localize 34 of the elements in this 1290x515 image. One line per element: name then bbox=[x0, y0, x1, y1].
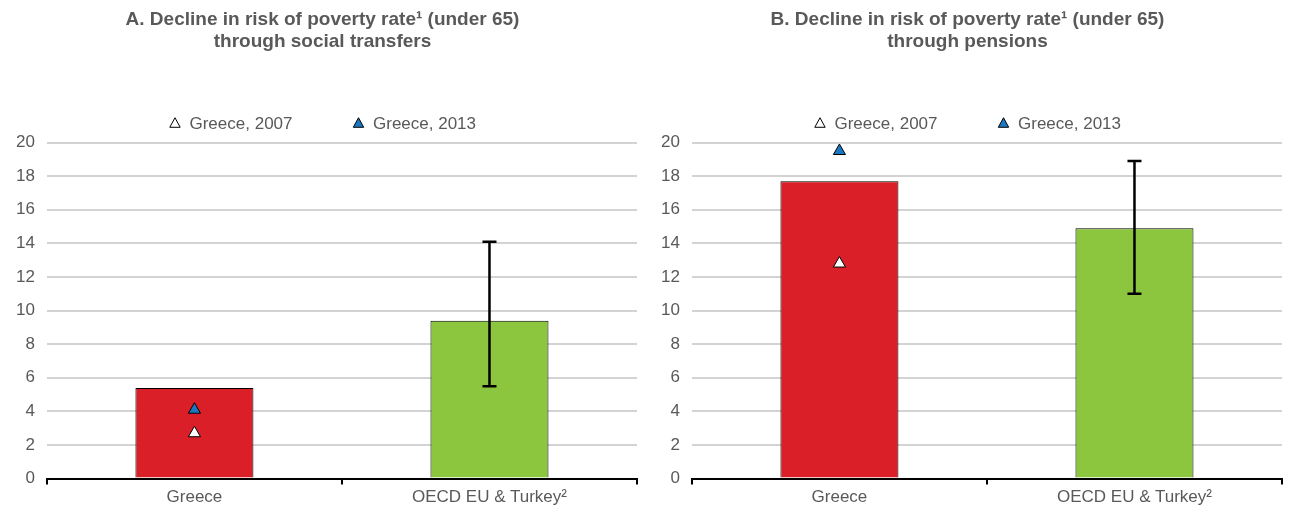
y-tick-label: 8 bbox=[25, 333, 35, 353]
y-tick-label: 10 bbox=[660, 300, 680, 320]
legend-label: Greece, 2013 bbox=[1018, 113, 1122, 133]
y-tick-label: 2 bbox=[670, 434, 680, 454]
x-tick-label: OECD EU & Turkey² bbox=[1057, 487, 1213, 507]
y-tick-label: 8 bbox=[670, 333, 680, 353]
y-tick-label: 4 bbox=[670, 401, 680, 421]
x-tick-label: OECD EU & Turkey² bbox=[412, 487, 568, 507]
y-tick-label: 10 bbox=[15, 300, 35, 320]
y-tick-label: 0 bbox=[25, 468, 35, 488]
y-tick-label: 18 bbox=[660, 165, 680, 185]
y-tick-label: 16 bbox=[660, 199, 680, 219]
text: through social transfers bbox=[213, 30, 432, 52]
x-tick-label: Greece bbox=[811, 487, 868, 507]
y-tick-label: 4 bbox=[25, 401, 35, 421]
y-tick-label: 12 bbox=[660, 266, 680, 286]
y-tick-label: 6 bbox=[670, 367, 680, 387]
text: through pensions bbox=[887, 30, 1048, 52]
y-tick-label: 20 bbox=[15, 132, 35, 152]
text: B. Decline in risk of poverty rate¹ (under 65) bbox=[770, 7, 1165, 29]
text: A. Decline in risk of poverty rate¹ (under 65) bbox=[125, 7, 520, 29]
y-tick-label: 2 bbox=[25, 434, 35, 454]
x-tick-label: Greece bbox=[166, 487, 223, 507]
legend-label: Greece, 2007 bbox=[189, 113, 293, 133]
y-tick-label: 0 bbox=[670, 468, 680, 488]
y-tick-label: 20 bbox=[660, 132, 680, 152]
legend-label: Greece, 2013 bbox=[373, 113, 477, 133]
y-tick-label: 18 bbox=[15, 165, 35, 185]
y-tick-label: 6 bbox=[25, 367, 35, 387]
y-tick-label: 14 bbox=[660, 233, 680, 253]
y-tick-label: 12 bbox=[15, 266, 35, 286]
y-tick-label: 14 bbox=[15, 233, 35, 253]
legend-label: Greece, 2007 bbox=[834, 113, 938, 133]
y-tick-label: 16 bbox=[15, 199, 35, 219]
